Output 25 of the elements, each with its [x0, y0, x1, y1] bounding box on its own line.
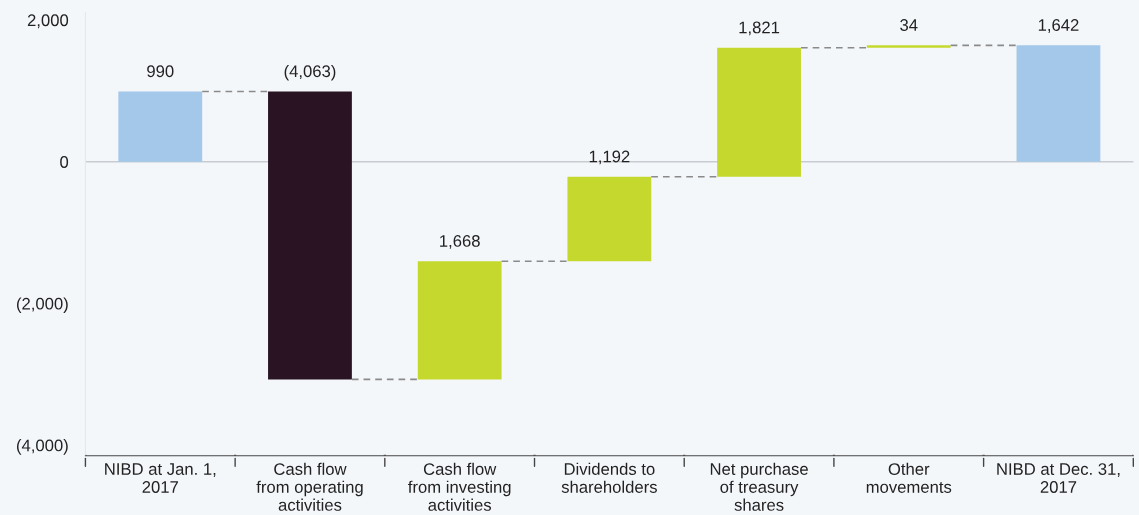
- y-tick-label: 2,000: [27, 14, 69, 29]
- data-label: 1,668: [440, 235, 480, 249]
- bar: [717, 47, 801, 177]
- x-tick-label: Net purchase of treasury shares: [710, 462, 808, 511]
- x-tick-label: NIBD at Dec. 31, 2017: [997, 463, 1120, 493]
- data-label: 990: [147, 65, 174, 78]
- bar: [567, 176, 652, 262]
- data-label: (4,063): [284, 64, 336, 81]
- data-label: 1,821: [739, 21, 780, 36]
- y-tick-label: (2,000): [16, 297, 68, 313]
- x-tick-label: Other movements: [866, 462, 952, 493]
- bar: [118, 91, 203, 162]
- y-tick-label: 0: [60, 156, 69, 168]
- data-label: 1,642: [1038, 19, 1079, 33]
- data-label: 1,192: [589, 150, 630, 165]
- bar: [268, 91, 352, 380]
- bar: [417, 261, 502, 380]
- data-label: 34: [900, 19, 918, 31]
- x-tick-label: Cash flow from operating activities: [256, 462, 363, 511]
- x-tick-label: NIBD at Jan. 1, 2017: [105, 463, 216, 493]
- bar: [866, 45, 951, 48]
- x-tick-label: Dividends to shareholders: [561, 462, 657, 493]
- bar: [1016, 45, 1101, 162]
- y-tick-label: (4,000): [16, 439, 68, 455]
- x-tick-label: Cash flow from investing activities: [408, 462, 511, 511]
